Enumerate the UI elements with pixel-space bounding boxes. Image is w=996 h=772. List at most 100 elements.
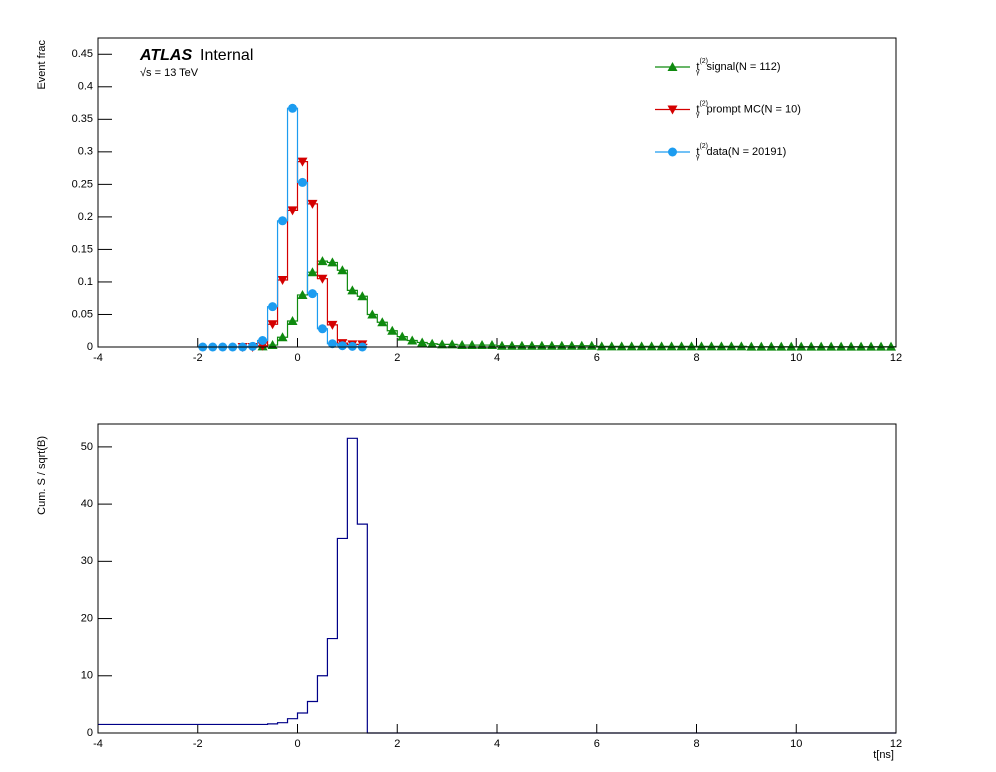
marker [407, 335, 418, 345]
energy-label: √s = 13 TeV [140, 67, 199, 79]
marker [297, 289, 308, 299]
y-tick-label: 0.3 [78, 146, 93, 158]
y-axis-label: Cum. S / sqrt(B) [36, 436, 48, 515]
marker [866, 341, 877, 351]
x-tick-label: 12 [890, 352, 902, 364]
y-tick-label: 30 [81, 555, 93, 567]
marker [616, 341, 627, 351]
marker [756, 341, 767, 351]
legend-symbol: t [696, 146, 699, 158]
legend-marker [667, 62, 678, 71]
legend-entry: t(2) γ data(N = 20191) [696, 143, 786, 161]
x-tick-label: 4 [494, 352, 500, 364]
marker [716, 341, 727, 351]
frame [97, 37, 897, 348]
legend-marker [667, 105, 678, 115]
legend-symbol-sup: (2) [699, 58, 708, 65]
y-tick-label: 0.15 [72, 243, 93, 255]
legend-entry: t(2) γ prompt MC(N = 10) [696, 100, 801, 118]
marker [258, 335, 268, 345]
status-label: Internal [200, 47, 253, 64]
y-tick-label: 0.05 [72, 308, 93, 320]
marker [307, 289, 317, 299]
marker [337, 265, 348, 275]
marker [786, 341, 797, 351]
y-tick-label: 0.2 [78, 211, 93, 223]
marker [417, 337, 428, 347]
marker [347, 341, 357, 351]
marker [397, 331, 408, 341]
legend-symbol-sup: (2) [699, 100, 708, 107]
marker [886, 341, 897, 351]
marker [307, 267, 318, 277]
marker [347, 285, 358, 295]
marker [836, 341, 847, 351]
marker [596, 341, 607, 351]
marker [766, 341, 777, 351]
marker [268, 302, 278, 312]
x-tick-label: 12 [890, 738, 902, 750]
marker [806, 341, 817, 351]
marker [676, 341, 687, 351]
marker [307, 199, 318, 209]
x-tick-label: 6 [594, 352, 600, 364]
x-tick-label: 10 [790, 738, 802, 750]
marker [427, 338, 438, 348]
x-tick-label: 0 [294, 738, 300, 750]
marker [277, 275, 288, 285]
marker [248, 341, 258, 351]
y-tick-label: 0.35 [72, 113, 93, 125]
y-tick-label: 50 [81, 441, 93, 453]
x-tick-label: 2 [394, 352, 400, 364]
legend-entry: t(2) γ signal(N = 112) [696, 58, 781, 76]
marker [277, 332, 288, 342]
marker [826, 341, 837, 351]
marker [367, 309, 378, 319]
marker [876, 341, 887, 351]
y-tick-label: 0.1 [78, 276, 93, 288]
legend-label: prompt MC(N = 10) [707, 103, 801, 115]
x-tick-label: 8 [693, 352, 699, 364]
marker [297, 177, 307, 187]
experiment-label: ATLAS [139, 47, 192, 64]
x-tick-label: -4 [93, 738, 103, 750]
marker [776, 341, 787, 351]
marker [606, 341, 617, 351]
marker [846, 341, 857, 351]
marker [387, 325, 398, 335]
marker [447, 339, 458, 349]
y-tick-label: 0 [87, 341, 93, 353]
y-tick-label: 40 [81, 498, 93, 510]
marker [337, 341, 347, 351]
x-axis-label: t[ns] [873, 749, 894, 761]
marker [287, 315, 298, 325]
marker [357, 291, 368, 301]
legend-symbol-sup: (2) [699, 143, 708, 150]
marker [726, 341, 737, 351]
y-tick-label: 0.25 [72, 178, 93, 190]
marker [297, 157, 308, 167]
y-tick-label: 20 [81, 612, 93, 624]
legend-symbol-sub: γ [696, 154, 700, 161]
x-tick-label: 10 [790, 352, 802, 364]
marker [696, 341, 707, 351]
marker [656, 341, 667, 351]
marker [317, 324, 327, 334]
marker [686, 341, 697, 351]
marker [287, 206, 298, 216]
marker [377, 317, 388, 327]
y-tick-label: 10 [81, 670, 93, 682]
y-tick-label: 0 [87, 727, 93, 739]
marker [327, 257, 338, 267]
x-tick-label: 4 [494, 738, 500, 750]
legend-symbol: t [696, 103, 699, 115]
frame [97, 423, 897, 734]
marker [317, 256, 328, 266]
legend-label: data(N = 20191) [707, 146, 787, 158]
legend-symbol-sub: γ [696, 69, 700, 76]
marker [816, 341, 827, 351]
x-tick-label: -2 [193, 738, 203, 750]
